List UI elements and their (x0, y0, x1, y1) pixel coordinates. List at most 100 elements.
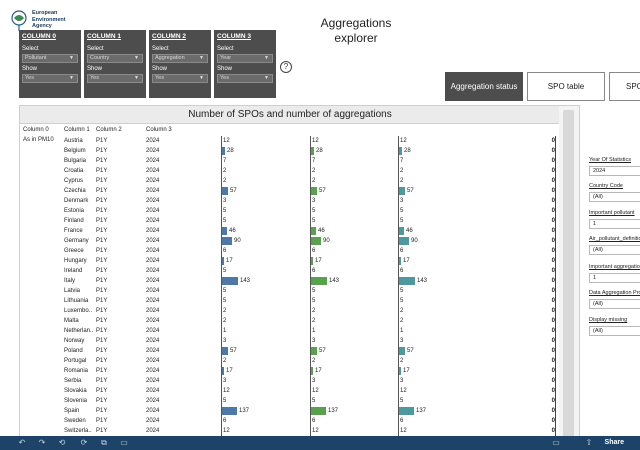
table-row[interactable]: Austria P1Y 2024 12 12 12 0 (20, 136, 560, 146)
column-1-show-select[interactable]: Yes ▼ (87, 74, 143, 83)
filter-dropdown[interactable]: (All) (589, 326, 640, 336)
bar-mark[interactable] (222, 147, 225, 155)
bar-mark[interactable] (222, 347, 228, 355)
table-row[interactable]: Cyprus P1Y 2024 2 2 2 0 (20, 176, 560, 186)
filter-dropdown[interactable]: (All) (589, 192, 640, 202)
table-row[interactable]: France P1Y 2024 46 46 46 0 (20, 226, 560, 236)
column-1-panel: COLUMN 1 Select Country ▼ Show Yes ▼ (84, 30, 146, 98)
bar-mark[interactable] (311, 257, 313, 265)
table-row[interactable]: Denmark P1Y 2024 3 3 3 0 (20, 196, 560, 206)
pause-icon[interactable]: ⧉ (101, 438, 107, 447)
undo-icon[interactable]: ↶ (18, 438, 26, 447)
filter-dropdown[interactable]: 2024 (589, 166, 640, 176)
bar-mark[interactable] (222, 227, 227, 235)
share-icon[interactable]: ⇧ (585, 438, 593, 447)
table-row[interactable]: Portugal P1Y 2024 2 2 2 0 (20, 356, 560, 366)
eea-logo[interactable]: European Environment Agency (8, 8, 68, 38)
table-row[interactable]: Greece P1Y 2024 6 6 6 0 (20, 246, 560, 256)
bar-mark[interactable] (399, 257, 401, 265)
help-icon[interactable]: ? (280, 61, 292, 73)
bar-mark[interactable] (311, 187, 317, 195)
table-row[interactable]: Lithuania P1Y 2024 5 5 5 0 (20, 296, 560, 306)
tab-aggregation-status[interactable]: Aggregation status (445, 72, 523, 101)
column-0-show-label: Show (22, 66, 38, 72)
bar-mark[interactable] (311, 147, 314, 155)
bar-mark[interactable] (399, 227, 404, 235)
table-row[interactable]: Norway P1Y 2024 3 3 3 0 (20, 336, 560, 346)
bar-mark[interactable] (311, 227, 316, 235)
table-row[interactable]: Ireland P1Y 2024 5 6 6 0 (20, 266, 560, 276)
aggregation-cell: P1Y (96, 228, 108, 234)
table-row[interactable]: Slovakia P1Y 2024 12 12 12 0 (20, 386, 560, 396)
table-row[interactable]: Switzerla.. P1Y 2024 12 12 12 0 (20, 426, 560, 436)
missing-count-cell: 0 (551, 158, 555, 164)
comment-icon[interactable]: ▭ (552, 438, 560, 447)
column-1-select[interactable]: Country ▼ (87, 54, 143, 63)
aggregation-cell: P1Y (96, 348, 108, 354)
table-row[interactable]: Sweden P1Y 2024 6 6 6 0 (20, 416, 560, 426)
table-row[interactable]: Luxembo.. P1Y 2024 2 2 2 0 (20, 306, 560, 316)
bar-axis (555, 256, 556, 266)
bar-axis (221, 426, 222, 436)
column-3-select[interactable]: Year ▼ (217, 54, 273, 63)
column-0-show-select[interactable]: Yes ▼ (22, 74, 78, 83)
bar-mark[interactable] (222, 407, 237, 415)
table-row[interactable]: Serbia P1Y 2024 3 3 3 0 (20, 376, 560, 386)
column-2-select[interactable]: Aggregation ▼ (152, 54, 208, 63)
bar-mark[interactable] (311, 237, 321, 245)
table-row[interactable]: Hungary P1Y 2024 17 17 17 0 (20, 256, 560, 266)
tab-spo[interactable]: SPO (609, 72, 640, 101)
bar-value-label: 6 (223, 418, 227, 424)
table-row[interactable]: Latvia P1Y 2024 5 5 5 0 (20, 286, 560, 296)
refresh-icon[interactable]: ⟳ (80, 438, 88, 447)
table-row[interactable]: Belgium P1Y 2024 28 28 28 0 (20, 146, 560, 156)
filter-item: Year Of Statistics 2024 (589, 156, 640, 176)
revert-icon[interactable]: ⟲ (58, 438, 66, 447)
bar-mark[interactable] (311, 277, 327, 285)
column-0-select[interactable]: Pollutant ▼ (22, 54, 78, 63)
tab-spo-table[interactable]: SPO table (527, 72, 605, 101)
table-row[interactable]: Romania P1Y 2024 17 17 17 0 (20, 366, 560, 376)
filter-dropdown[interactable]: (All) (589, 245, 640, 255)
table-row[interactable]: Bulgaria P1Y 2024 7 7 7 0 (20, 156, 560, 166)
bar-mark[interactable] (399, 147, 402, 155)
bar-mark[interactable] (222, 237, 232, 245)
table-row[interactable]: Spain P1Y 2024 137 137 137 0 (20, 406, 560, 416)
year-cell: 2024 (146, 408, 160, 414)
table-row[interactable]: Italy P1Y 2024 143 143 143 0 (20, 276, 560, 286)
column-2-show-select[interactable]: Yes ▼ (152, 74, 208, 83)
missing-count-cell: 0 (551, 428, 555, 434)
vertical-scrollbar[interactable] (559, 106, 579, 444)
bar-mark[interactable] (222, 367, 224, 375)
table-row[interactable]: Malta P1Y 2024 2 2 2 0 (20, 316, 560, 326)
bar-mark[interactable] (399, 367, 401, 375)
bar-mark[interactable] (311, 367, 313, 375)
bar-mark[interactable] (399, 187, 405, 195)
table-row[interactable]: Estonia P1Y 2024 5 5 5 0 (20, 206, 560, 216)
bar-mark[interactable] (222, 257, 224, 265)
bar-mark[interactable] (399, 237, 409, 245)
table-row[interactable]: Czechia P1Y 2024 57 57 57 0 (20, 186, 560, 196)
scrollbar-thumb[interactable] (563, 110, 574, 438)
bar-mark[interactable] (399, 407, 414, 415)
redo-icon[interactable]: ↷ (38, 438, 46, 447)
filter-dropdown[interactable]: (All) (589, 299, 640, 309)
table-row[interactable]: Finland P1Y 2024 5 5 5 0 (20, 216, 560, 226)
bar-mark[interactable] (399, 347, 405, 355)
bar-axis (221, 346, 222, 356)
table-row[interactable]: Netherlan.. P1Y 2024 1 1 1 0 (20, 326, 560, 336)
device-icon[interactable]: ▭ (120, 438, 128, 447)
filter-dropdown[interactable]: 1 (589, 273, 640, 283)
table-row[interactable]: Germany P1Y 2024 90 90 90 0 (20, 236, 560, 246)
bar-mark[interactable] (311, 407, 326, 415)
column-3-show-select[interactable]: Yes ▼ (217, 74, 273, 83)
bar-mark[interactable] (399, 277, 415, 285)
table-row[interactable]: Slovenia P1Y 2024 5 5 5 0 (20, 396, 560, 406)
bar-mark[interactable] (222, 187, 228, 195)
table-row[interactable]: Croatia P1Y 2024 2 2 2 0 (20, 166, 560, 176)
bar-mark[interactable] (311, 347, 317, 355)
filter-dropdown[interactable]: 1 (589, 219, 640, 229)
bar-mark[interactable] (222, 277, 238, 285)
table-row[interactable]: Poland P1Y 2024 57 57 57 0 (20, 346, 560, 356)
share-button[interactable]: Share (604, 439, 624, 446)
